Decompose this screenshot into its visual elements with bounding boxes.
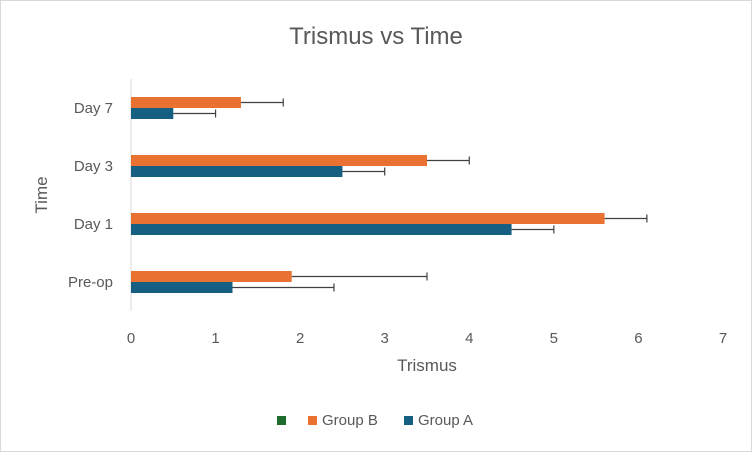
bar-group-b bbox=[131, 155, 427, 166]
y-tick-label: Day 1 bbox=[74, 216, 113, 233]
bar-group-b bbox=[131, 97, 241, 108]
bar-group-a bbox=[131, 282, 233, 293]
bar-group-b bbox=[131, 271, 292, 282]
x-tick-label: 0 bbox=[127, 330, 135, 347]
legend-label: Group A bbox=[418, 412, 473, 429]
y-tick-label: Pre-op bbox=[68, 274, 113, 291]
bar-group-a bbox=[131, 166, 343, 177]
x-tick-label: 2 bbox=[296, 330, 304, 347]
x-axis-label: Trismus bbox=[397, 356, 457, 375]
x-tick-label: 7 bbox=[719, 330, 727, 347]
legend: Group B Group A bbox=[277, 412, 473, 429]
plot-area: 0 1 2 3 4 5 6 7 Pre-op Day 1 Day 3 Day 7 bbox=[68, 79, 727, 347]
y-axis-label: Time bbox=[32, 176, 51, 213]
x-tick-label: 4 bbox=[465, 330, 473, 347]
legend-label: Group B bbox=[322, 412, 378, 429]
x-tick-label: 1 bbox=[211, 330, 219, 347]
y-tick-label: Day 3 bbox=[74, 158, 113, 175]
y-tick-label: Day 7 bbox=[74, 100, 113, 117]
bar-group-a bbox=[131, 224, 512, 235]
x-tick-label: 6 bbox=[634, 330, 642, 347]
chart-title: Trismus vs Time bbox=[289, 23, 463, 50]
x-tick-label: 3 bbox=[381, 330, 389, 347]
legend-swatch bbox=[404, 416, 413, 425]
bar-group-a bbox=[131, 108, 174, 119]
legend-swatch bbox=[308, 416, 317, 425]
bar-group-b bbox=[131, 213, 605, 224]
legend-swatch bbox=[277, 416, 286, 425]
x-tick-label: 5 bbox=[550, 330, 558, 347]
